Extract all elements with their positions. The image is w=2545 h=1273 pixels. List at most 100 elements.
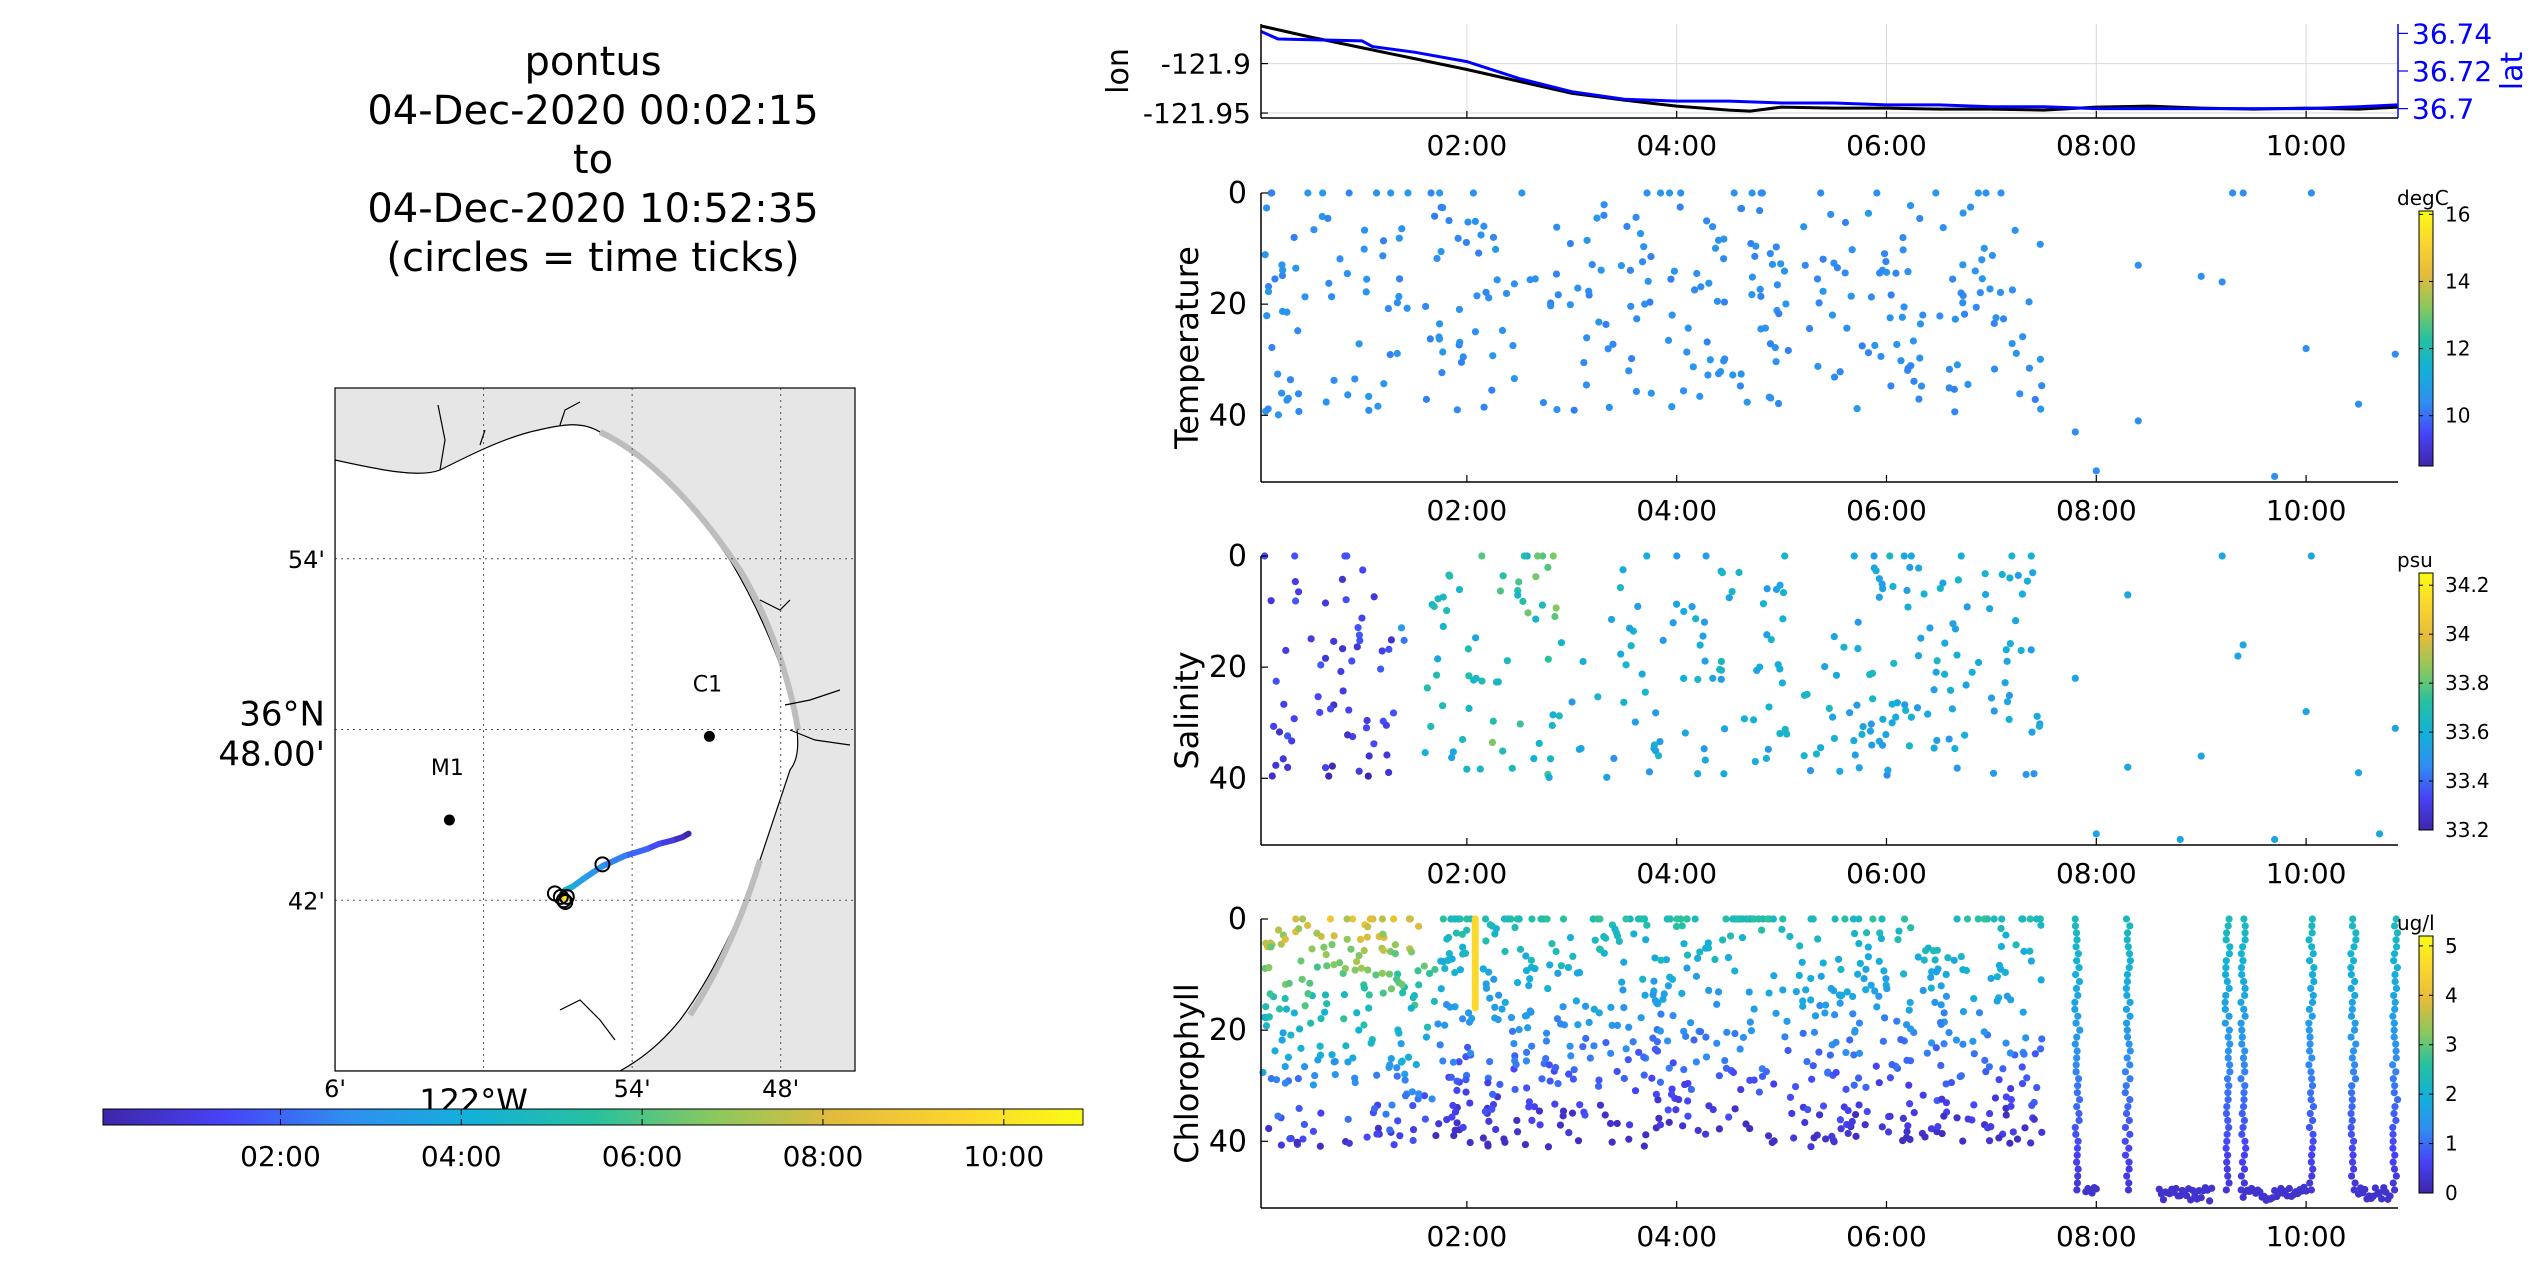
data-point xyxy=(2350,1026,2359,1034)
data-point xyxy=(1499,747,1507,755)
data-point xyxy=(1714,236,1723,244)
data-point xyxy=(1602,320,1610,329)
data-point xyxy=(2238,1026,2246,1034)
temperature-colorbar-tick-label: 14 xyxy=(2445,269,2470,293)
data-point xyxy=(2221,998,2229,1006)
data-point xyxy=(1300,1120,1308,1129)
data-point xyxy=(1677,915,1685,923)
data-point xyxy=(2071,428,2079,436)
data-point xyxy=(1945,365,1954,373)
data-point xyxy=(2222,936,2230,944)
data-point xyxy=(2392,1047,2400,1055)
data-point xyxy=(1515,1026,1523,1034)
data-point xyxy=(1353,957,1361,966)
data-point xyxy=(1950,385,1958,393)
temperature-colorbar-tick-label: 10 xyxy=(2445,404,2470,428)
data-point xyxy=(1515,578,1523,586)
data-point xyxy=(2027,957,2035,965)
data-point xyxy=(1862,965,1870,973)
data-point xyxy=(2121,1123,2130,1132)
data-point xyxy=(1899,246,1907,254)
lon-lat-grid xyxy=(1261,24,2398,118)
data-point xyxy=(1379,237,1388,245)
data-point xyxy=(1557,962,1566,970)
data-point xyxy=(1330,961,1338,969)
data-point xyxy=(1907,924,1915,932)
data-point xyxy=(1779,915,1787,923)
data-point xyxy=(2006,574,2014,582)
data-point xyxy=(1301,1002,1309,1010)
data-point xyxy=(1942,1080,1950,1088)
salinity-xtick-label: 02:00 xyxy=(1427,857,1508,890)
data-point xyxy=(1684,324,1692,332)
data-point xyxy=(1509,341,1517,350)
data-point xyxy=(1390,915,1398,923)
data-point xyxy=(1282,646,1290,655)
data-point xyxy=(2134,417,2142,425)
data-point xyxy=(2073,1033,2081,1041)
data-point xyxy=(1757,189,1765,197)
data-point xyxy=(1559,1112,1567,1120)
data-point xyxy=(1817,744,1825,752)
data-point xyxy=(1401,1076,1409,1084)
data-point xyxy=(1668,1085,1676,1093)
data-point xyxy=(1660,990,1668,998)
data-point xyxy=(1435,1120,1443,1128)
data-point xyxy=(1264,282,1273,291)
data-point xyxy=(1459,943,1467,951)
data-point xyxy=(1533,552,1542,560)
data-point xyxy=(1989,769,1998,777)
data-point xyxy=(2072,1019,2080,1027)
data-point xyxy=(1574,284,1582,292)
data-point xyxy=(1728,587,1736,596)
data-point xyxy=(1656,737,1664,746)
data-point xyxy=(1512,1060,1520,1069)
data-point xyxy=(1480,222,1488,230)
data-point xyxy=(1445,950,1453,958)
data-point xyxy=(1274,411,1283,419)
data-point xyxy=(1745,988,1753,996)
data-point xyxy=(1564,963,1573,972)
data-point xyxy=(1829,713,1837,721)
data-point xyxy=(1493,276,1501,284)
data-point xyxy=(1897,1035,1905,1044)
data-point xyxy=(1916,214,1924,223)
data-point xyxy=(1771,344,1779,352)
salinity-xtick-label: 08:00 xyxy=(2056,857,2137,890)
data-point xyxy=(1434,655,1442,663)
data-point xyxy=(2036,355,2045,363)
data-point xyxy=(1583,334,1591,342)
data-point xyxy=(1585,1018,1593,1027)
data-point xyxy=(1458,735,1467,744)
data-point xyxy=(1485,294,1493,302)
data-point xyxy=(1597,266,1605,274)
data-point xyxy=(1528,915,1536,923)
data-point xyxy=(1535,1107,1544,1115)
data-point xyxy=(1974,189,1982,197)
data-point xyxy=(2208,1184,2216,1192)
data-point xyxy=(1530,754,1538,763)
data-point xyxy=(1669,619,1677,627)
data-point xyxy=(1287,1031,1295,1039)
data-point xyxy=(1379,989,1387,997)
data-point xyxy=(1379,946,1388,954)
station-label-c1: C1 xyxy=(693,672,722,697)
data-point xyxy=(1985,1137,1994,1145)
data-point xyxy=(1559,915,1568,923)
data-point xyxy=(1354,624,1362,632)
data-point xyxy=(2390,1089,2398,1097)
data-point xyxy=(2224,1033,2232,1041)
temperature-points xyxy=(1261,189,2399,481)
data-point xyxy=(1844,1106,1852,1115)
data-point xyxy=(2241,1082,2249,1090)
data-point xyxy=(1849,1010,1857,1018)
data-point xyxy=(1469,189,1477,197)
data-point xyxy=(2225,1123,2233,1132)
data-point xyxy=(2386,1192,2394,1200)
chlorophyll-colorbar-tick-label: 4 xyxy=(2445,983,2458,1007)
data-point xyxy=(2072,929,2081,937)
data-point xyxy=(1656,189,1665,197)
data-point xyxy=(1687,1085,1695,1094)
data-point xyxy=(1703,217,1711,225)
data-point xyxy=(1888,719,1896,727)
